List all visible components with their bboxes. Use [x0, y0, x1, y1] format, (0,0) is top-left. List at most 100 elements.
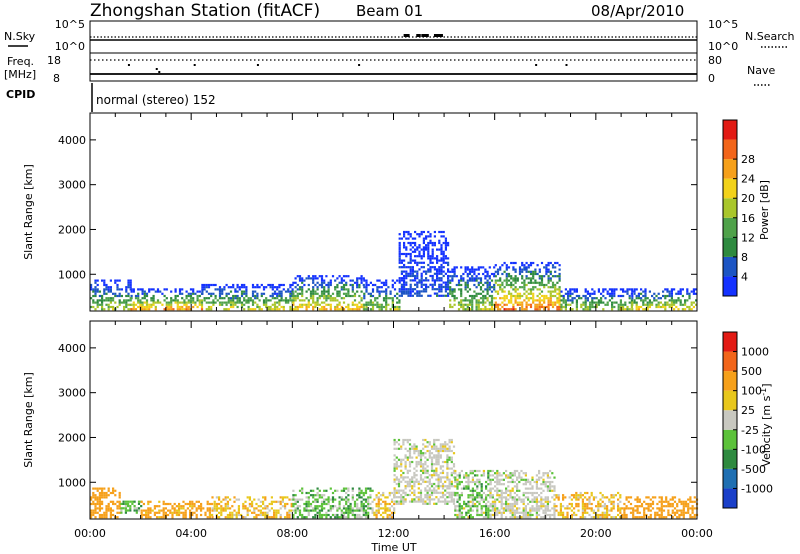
scatter-cell [664, 308, 667, 311]
scatter-cell [331, 500, 335, 503]
scatter-cell [489, 491, 492, 495]
scatter-cell [124, 507, 127, 510]
scatter-cell [404, 491, 407, 494]
scatter-cell [385, 281, 388, 284]
scatter-cell [245, 290, 248, 293]
scatter-cell [229, 511, 232, 514]
scatter-cell [460, 299, 463, 302]
scatter-cell [516, 301, 519, 304]
scatter-cell [323, 286, 326, 289]
scatter-cell [556, 301, 559, 304]
scatter-cell [521, 301, 524, 304]
scatter-cell [411, 290, 414, 293]
scatter-cell [105, 507, 108, 510]
scatter-cell [225, 308, 228, 311]
scatter-cell [457, 279, 461, 282]
scatter-cell [416, 233, 419, 236]
scatter-cell [531, 505, 534, 508]
scatter-cell [405, 230, 408, 234]
scatter-cell [404, 438, 407, 442]
scatter-cell [509, 502, 512, 506]
scatter-cell [684, 505, 688, 508]
scatter-cell [360, 279, 363, 282]
scatter-cell [417, 491, 420, 494]
scatter-cell [582, 303, 585, 306]
scatter-cell [542, 480, 545, 484]
scatter-cell [448, 467, 451, 470]
scatter-cell [428, 443, 431, 446]
scatter-cell [338, 303, 341, 306]
scatter-cell [673, 507, 677, 510]
scatter-cell [450, 460, 453, 464]
scatter-cell [439, 500, 442, 503]
scatter-cell [466, 286, 469, 289]
scatter-cell [171, 505, 174, 508]
scatter-cell [403, 288, 406, 291]
scatter-cell [450, 449, 453, 453]
scatter-cell [236, 283, 239, 287]
scatter-cell [525, 305, 528, 309]
scatter-cell [680, 513, 683, 517]
scatter-cell [378, 279, 381, 282]
scatter-cell [411, 498, 414, 501]
scatter-cell [549, 299, 552, 302]
scatter-cell [496, 487, 499, 490]
scatter-cell [560, 290, 563, 293]
freq-left-tick-top: 18 [47, 54, 61, 67]
scatter-cell [312, 294, 315, 298]
scatter-cell [406, 480, 409, 483]
scatter-cell [276, 308, 279, 311]
scatter-cell [356, 286, 359, 289]
scatter-cell [151, 509, 154, 512]
scatter-cell [433, 272, 436, 275]
scatter-cell [604, 288, 607, 291]
scatter-cell [140, 516, 143, 519]
scatter-cell [178, 502, 181, 506]
scatter-cell [375, 494, 378, 497]
scatter-cell [103, 496, 106, 499]
scatter-cell [488, 286, 491, 289]
scatter-cell [503, 286, 506, 289]
scatter-cell [397, 489, 401, 492]
scatter-cell [502, 478, 505, 481]
scatter-cell [393, 480, 396, 483]
scatter-cell [518, 266, 522, 269]
scatter-cell [584, 297, 587, 300]
scatter-cell [221, 301, 224, 304]
scatter-cell [132, 305, 135, 309]
scatter-cell [417, 496, 420, 499]
scatter-cell [513, 502, 516, 506]
scatter-cell [388, 509, 391, 512]
scatter-cell [327, 498, 330, 501]
scatter-cell [431, 248, 434, 251]
scatter-cell [454, 480, 457, 484]
scatter-cell [284, 505, 287, 508]
scatter-cell [553, 485, 556, 488]
scatter-cell [485, 502, 488, 506]
scatter-cell [98, 290, 101, 293]
scatter-cell [227, 297, 230, 300]
scatter-cell [544, 507, 547, 510]
scatter-cell [369, 507, 372, 510]
scatter-cell [408, 452, 412, 455]
scatter-cell [402, 491, 405, 494]
scatter-cell [588, 502, 591, 506]
scatter-cell [96, 507, 99, 510]
scatter-cell [360, 509, 363, 512]
scatter-cell [611, 305, 614, 309]
scatter-cell [436, 272, 439, 275]
scatter-cell [446, 471, 449, 475]
scatter-cell [467, 483, 470, 486]
scatter-cell [267, 283, 270, 287]
scatter-cell [196, 297, 199, 300]
scatter-cell [446, 478, 449, 481]
scatter-cell [668, 294, 671, 298]
scatter-cell [105, 288, 108, 291]
scatter-cell [554, 301, 557, 304]
scatter-cell [509, 474, 512, 477]
scatter-cell [109, 299, 112, 302]
scatter-cell [682, 511, 685, 514]
scatter-cell [462, 308, 465, 311]
scatter-cell [540, 283, 544, 287]
scatter-cell [522, 502, 525, 506]
